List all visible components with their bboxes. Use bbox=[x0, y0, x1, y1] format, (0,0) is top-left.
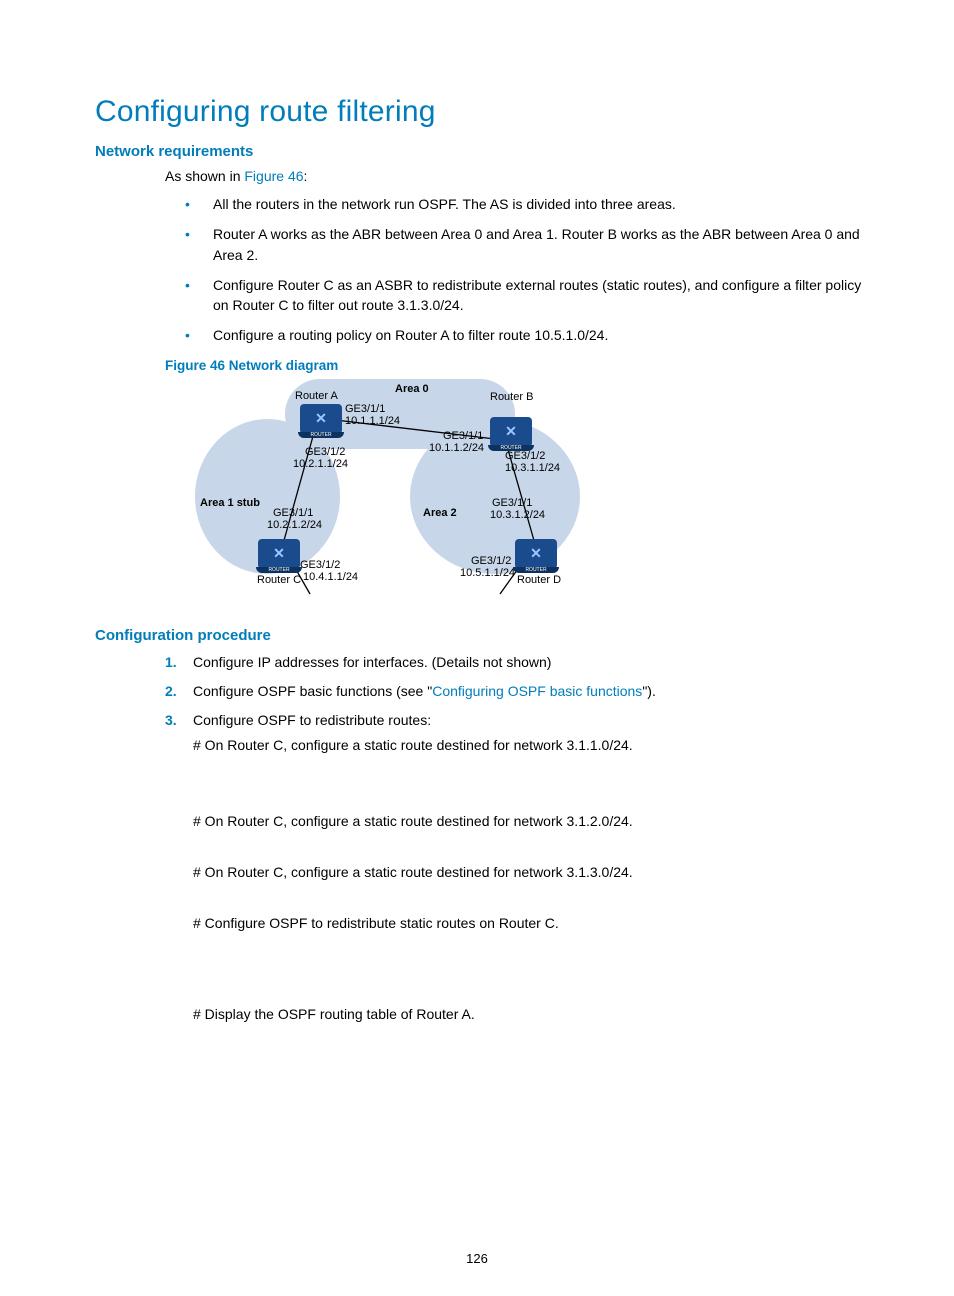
iface-label: 10.4.1.1/24 bbox=[303, 571, 358, 583]
page-title: Configuring route filtering bbox=[95, 95, 864, 129]
iface-label: 10.2.1.1/24 bbox=[293, 458, 348, 470]
step-text-b: "). bbox=[642, 683, 656, 699]
router-d-label: Router D bbox=[517, 574, 561, 586]
step-text: Configure IP addresses for interfaces. (… bbox=[193, 654, 551, 670]
config-ospf-link[interactable]: Configuring OSPF basic functions bbox=[432, 683, 642, 699]
iface-label: 10.2.1.2/24 bbox=[267, 519, 322, 531]
iface-label: GE3/1/1 bbox=[492, 497, 532, 509]
area1-label: Area 1 stub bbox=[200, 497, 245, 510]
list-item: Configure Router C as an ASBR to redistr… bbox=[185, 275, 864, 316]
intro-line: As shown in Figure 46: bbox=[165, 168, 864, 184]
iface-label: 10.3.1.2/24 bbox=[490, 509, 545, 521]
iface-label: GE3/1/2 bbox=[471, 555, 511, 567]
iface-label: GE3/1/1 bbox=[345, 403, 385, 415]
cmd-comment: # On Router C, configure a static route … bbox=[193, 862, 864, 883]
router-b-icon: ROUTER bbox=[490, 417, 532, 447]
cmd-comment: # Configure OSPF to redistribute static … bbox=[193, 913, 864, 934]
step-text-a: Configure OSPF basic functions (see " bbox=[193, 683, 432, 699]
cmd-comment: # Display the OSPF routing table of Rout… bbox=[193, 1004, 864, 1025]
iface-label: 10.1.1.1/24 bbox=[345, 415, 400, 427]
iface-label: GE3/1/1 bbox=[273, 507, 313, 519]
step-item: Configure OSPF basic functions (see "Con… bbox=[165, 681, 864, 702]
router-d-icon: ROUTER bbox=[515, 539, 557, 569]
list-item: Configure a routing policy on Router A t… bbox=[185, 325, 864, 345]
iface-label: GE3/1/2 bbox=[305, 446, 345, 458]
router-b-label: Router B bbox=[490, 391, 533, 403]
iface-label: GE3/1/2 bbox=[300, 559, 340, 571]
step-item: Configure OSPF to redistribute routes: #… bbox=[165, 710, 864, 1025]
router-c-label: Router C bbox=[257, 574, 301, 586]
list-item: Router A works as the ABR between Area 0… bbox=[185, 224, 864, 265]
figure-ref-link[interactable]: Figure 46 bbox=[244, 168, 303, 184]
router-a-icon: ROUTER bbox=[300, 404, 342, 434]
figure-caption: Figure 46 Network diagram bbox=[165, 358, 864, 373]
router-a-label: Router A bbox=[295, 390, 338, 402]
iface-label: 10.3.1.1/24 bbox=[505, 462, 560, 474]
section-config-proc: Configuration procedure bbox=[95, 627, 864, 644]
area2-label: Area 2 bbox=[423, 507, 457, 519]
network-diagram: ROUTER ROUTER ROUTER ROUTER Area 0 Area … bbox=[165, 379, 595, 609]
iface-label: GE3/1/2 bbox=[505, 450, 545, 462]
procedure-list: Configure IP addresses for interfaces. (… bbox=[95, 652, 864, 1025]
iface-label: GE3/1/1 bbox=[443, 430, 483, 442]
iface-label: 10.5.1.1/24 bbox=[460, 567, 515, 579]
cmd-comment: # On Router C, configure a static route … bbox=[193, 811, 864, 832]
iface-label: 10.1.1.2/24 bbox=[429, 442, 484, 454]
area0-label: Area 0 bbox=[395, 383, 429, 395]
intro-text-b: : bbox=[304, 168, 308, 184]
step-text: Configure OSPF to redistribute routes: bbox=[193, 712, 431, 728]
step-item: Configure IP addresses for interfaces. (… bbox=[165, 652, 864, 673]
step-sub-body: # On Router C, configure a static route … bbox=[193, 735, 864, 1025]
intro-text-a: As shown in bbox=[165, 168, 244, 184]
page-number: 126 bbox=[0, 1251, 954, 1266]
cmd-comment: # On Router C, configure a static route … bbox=[193, 735, 864, 756]
list-item: All the routers in the network run OSPF.… bbox=[185, 194, 864, 214]
router-c-icon: ROUTER bbox=[258, 539, 300, 569]
requirements-list: All the routers in the network run OSPF.… bbox=[95, 194, 864, 346]
section-network-req: Network requirements bbox=[95, 143, 864, 160]
